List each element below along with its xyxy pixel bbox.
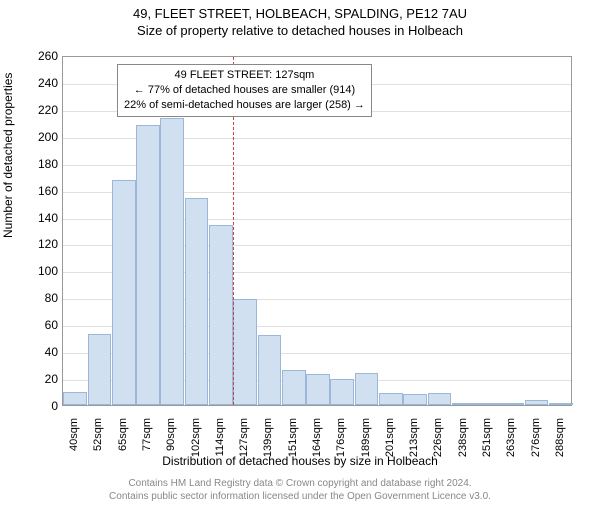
histogram-bar — [428, 393, 452, 405]
x-tick-label: 40sqm — [68, 418, 80, 458]
y-tick-label: 180 — [28, 157, 58, 171]
histogram-bar — [136, 125, 160, 405]
x-tick-label: 139sqm — [262, 418, 274, 458]
histogram-bar — [233, 299, 257, 405]
x-tick-label: 77sqm — [141, 418, 153, 458]
x-tick-label: 276sqm — [530, 418, 542, 458]
histogram-bar — [112, 180, 136, 405]
y-tick-label: 140 — [28, 211, 58, 225]
x-tick-label: 52sqm — [92, 418, 104, 458]
histogram-bar — [160, 118, 184, 405]
x-tick-label: 114sqm — [214, 418, 226, 458]
histogram-bar — [185, 198, 209, 405]
x-tick-label: 65sqm — [117, 418, 129, 458]
x-tick-label: 90sqm — [165, 418, 177, 458]
x-tick-label: 176sqm — [335, 418, 347, 458]
y-tick-label: 160 — [28, 184, 58, 198]
y-tick-label: 100 — [28, 264, 58, 278]
histogram-bar — [403, 394, 427, 405]
y-tick-label: 200 — [28, 130, 58, 144]
y-tick-label: 240 — [28, 76, 58, 90]
histogram-bar — [209, 225, 233, 405]
annotation-line1: 49 FLEET STREET: 127sqm — [124, 68, 365, 83]
histogram-bar — [63, 392, 87, 405]
histogram-bar — [258, 335, 282, 405]
credits-line2: Contains public sector information licen… — [0, 491, 600, 504]
y-tick-label: 60 — [28, 318, 58, 332]
x-tick-label: 189sqm — [360, 418, 372, 458]
histogram-bar — [88, 334, 112, 405]
y-tick-label: 220 — [28, 103, 58, 117]
y-tick-label: 20 — [28, 372, 58, 386]
histogram-bar — [525, 400, 549, 405]
x-tick-label: 127sqm — [238, 418, 250, 458]
x-tick-label: 288sqm — [554, 418, 566, 458]
histogram-bar — [282, 370, 306, 405]
histogram-bar — [306, 374, 330, 405]
annotation-line2: ← 77% of detached houses are smaller (91… — [124, 83, 365, 98]
histogram-bar — [355, 373, 379, 405]
x-tick-label: 251sqm — [481, 418, 493, 458]
y-tick-label: 80 — [28, 291, 58, 305]
y-axis-label: Number of detached properties — [1, 73, 15, 238]
x-tick-label: 238sqm — [457, 418, 469, 458]
credits-text: Contains HM Land Registry data © Crown c… — [0, 478, 600, 503]
annotation-line3: 22% of semi-detached houses are larger (… — [124, 98, 365, 113]
x-tick-label: 226sqm — [432, 418, 444, 458]
histogram-bar — [330, 379, 354, 405]
x-tick-label: 151sqm — [287, 418, 299, 458]
histogram-bar — [379, 393, 403, 405]
x-tick-label: 201sqm — [384, 418, 396, 458]
y-tick-label: 0 — [28, 399, 58, 413]
x-tick-label: 263sqm — [505, 418, 517, 458]
annotation-box: 49 FLEET STREET: 127sqm← 77% of detached… — [117, 64, 372, 117]
y-tick-label: 120 — [28, 237, 58, 251]
x-tick-label: 102sqm — [190, 418, 202, 458]
histogram-bar — [549, 403, 573, 405]
histogram-bar — [500, 403, 524, 405]
credits-line1: Contains HM Land Registry data © Crown c… — [0, 478, 600, 491]
chart-subtitle: Size of property relative to detached ho… — [0, 23, 600, 38]
x-tick-label: 213sqm — [408, 418, 420, 458]
y-tick-label: 260 — [28, 49, 58, 63]
x-tick-label: 164sqm — [311, 418, 323, 458]
chart-title: 49, FLEET STREET, HOLBEACH, SPALDING, PE… — [0, 6, 600, 21]
histogram-bar — [476, 403, 500, 405]
y-tick-label: 40 — [28, 345, 58, 359]
histogram-bar — [452, 403, 476, 405]
